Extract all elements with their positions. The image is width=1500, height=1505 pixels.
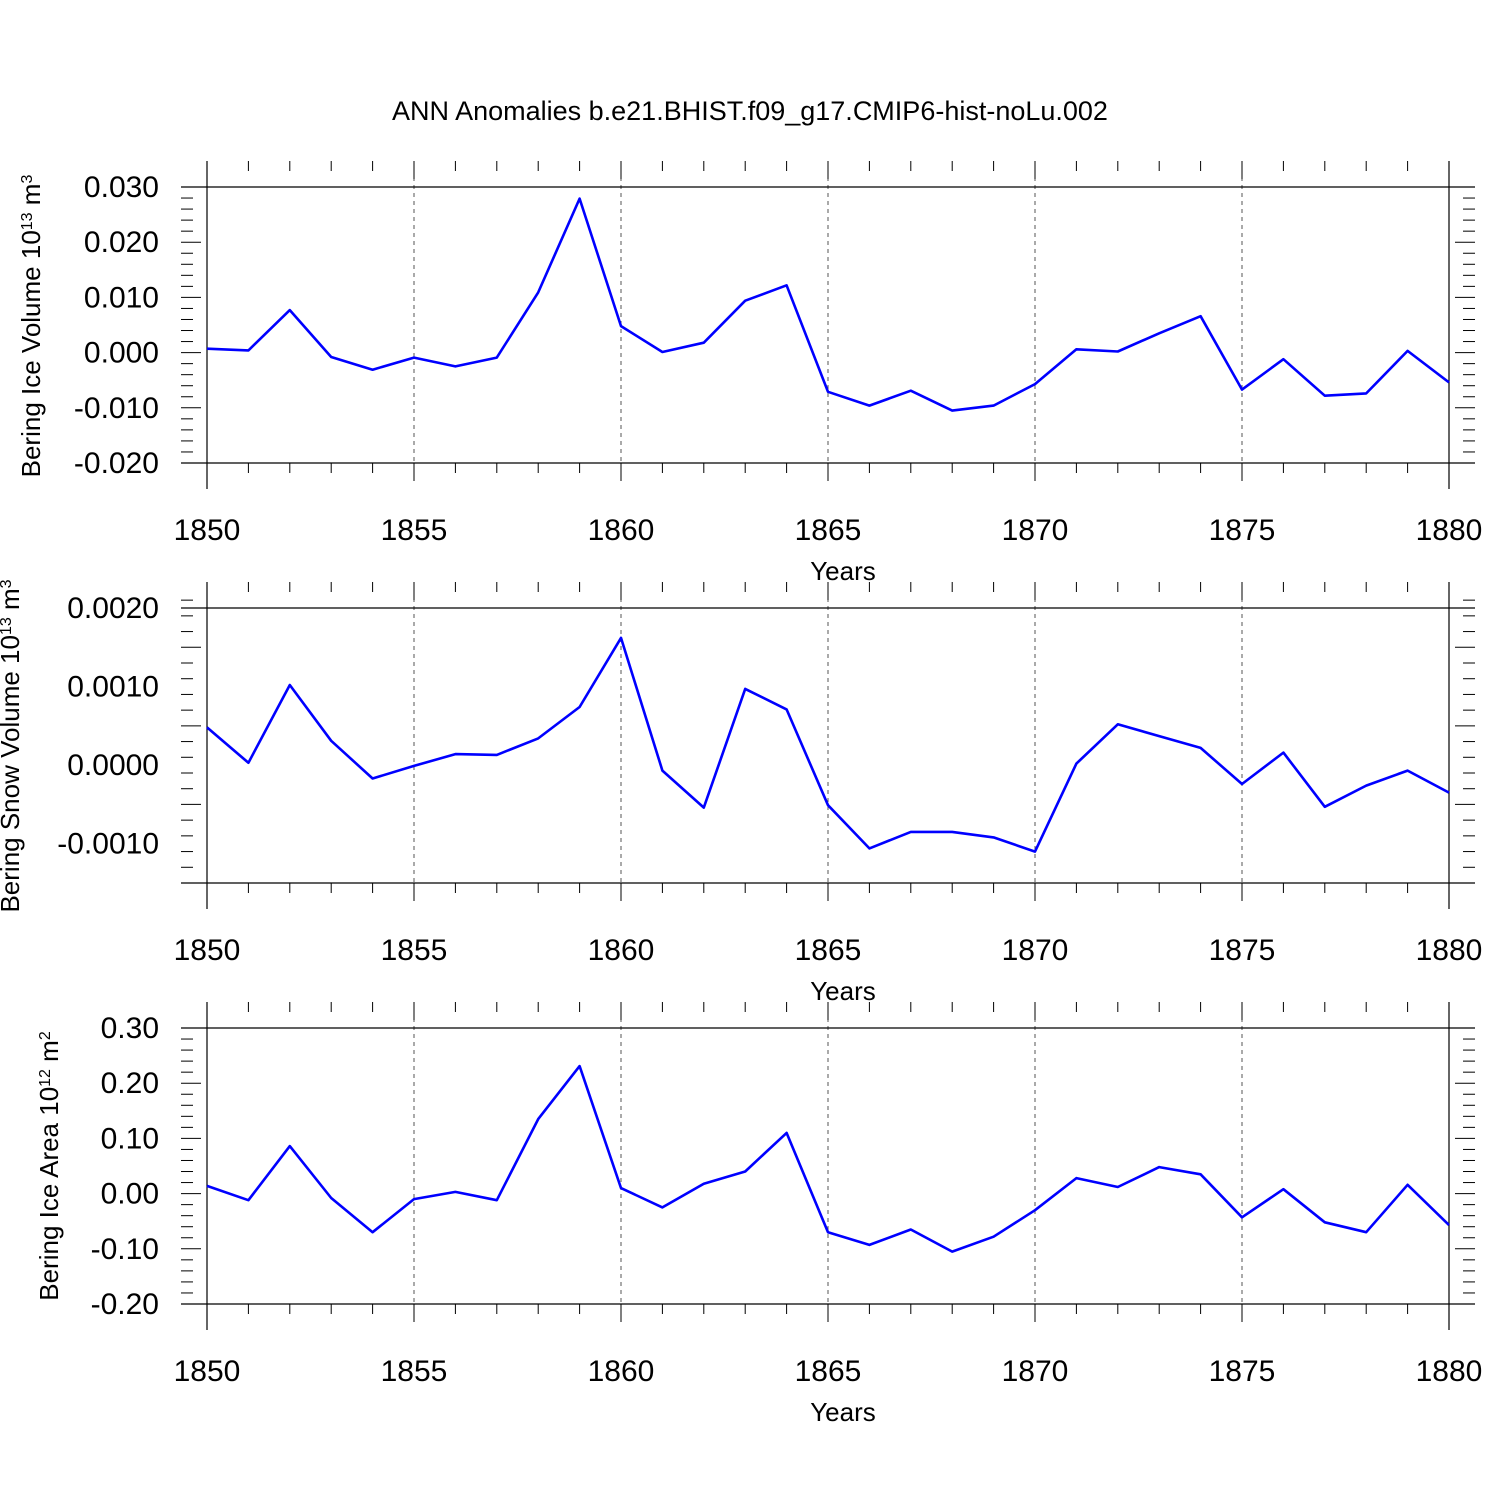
y-tick-label: 0.0010 <box>67 671 159 704</box>
y-tick-label: -0.010 <box>74 392 159 425</box>
y-tick-label: 0.0000 <box>67 749 159 782</box>
x-tick-label: 1880 <box>1416 514 1483 547</box>
y-tick-label: 0.30 <box>101 1012 159 1045</box>
y-tick-label: 0.030 <box>84 171 159 204</box>
y-tick-label: -0.10 <box>91 1233 159 1266</box>
y-axis-label: Bering Snow Volume 1013 m3 <box>0 579 25 912</box>
y-tick-label: 0.0020 <box>67 592 159 625</box>
panel-1: -0.020 -0.010 0.000 0.010 0.020 0.030 1850 1855… <box>16 161 1482 586</box>
panel-3: -0.20 -0.10 0.00 0.10 0.20 0.30 1850 1855 1860 18… <box>34 1002 1482 1427</box>
series-line <box>206 197 1450 412</box>
y-tick-label: 0.10 <box>101 1122 159 1155</box>
x-tick-label: 1850 <box>174 1355 241 1388</box>
x-tick-label: 1850 <box>174 934 241 967</box>
x-tick-label: 1860 <box>588 514 655 547</box>
x-tick-label: 1875 <box>1209 1355 1276 1388</box>
panel-2: -0.0010 0.0000 0.0010 0.0020 1850 1855 1860 186… <box>0 579 1482 1006</box>
y-tick-label: 0.000 <box>84 337 159 370</box>
x-tick-label: 1860 <box>588 1355 655 1388</box>
x-tick-label: 1855 <box>381 1355 448 1388</box>
x-tick-label: 1865 <box>795 514 862 547</box>
y-tick-label: -0.20 <box>91 1288 159 1321</box>
x-tick-label: 1880 <box>1416 1355 1483 1388</box>
series-line <box>206 1064 1450 1253</box>
x-tick-label: 1855 <box>381 934 448 967</box>
x-tick-label: 1860 <box>588 934 655 967</box>
y-tick-label: 0.00 <box>101 1178 159 1211</box>
y-axis-label: Bering Ice Area 1012 m2 <box>34 1031 64 1301</box>
x-tick-label: 1875 <box>1209 934 1276 967</box>
y-tick-label: 0.20 <box>101 1067 159 1100</box>
y-tick-label: -0.0010 <box>57 828 159 861</box>
x-axis-label: Years <box>810 556 876 586</box>
series-line <box>206 636 1450 853</box>
x-tick-label: 1865 <box>795 934 862 967</box>
x-tick-label: 1865 <box>795 1355 862 1388</box>
figure-title: ANN Anomalies b.e21.BHIST.f09_g17.CMIP6-… <box>392 96 1108 126</box>
x-axis-label: Years <box>810 976 876 1006</box>
x-tick-label: 1870 <box>1002 1355 1069 1388</box>
x-tick-label: 1870 <box>1002 514 1069 547</box>
x-tick-label: 1850 <box>174 514 241 547</box>
y-tick-label: 0.020 <box>84 226 159 259</box>
x-tick-label: 1880 <box>1416 934 1483 967</box>
x-tick-label: 1870 <box>1002 934 1069 967</box>
x-tick-label: 1875 <box>1209 514 1276 547</box>
x-tick-label: 1855 <box>381 514 448 547</box>
y-axis-label: Bering Ice Volume 1013 m3 <box>16 175 46 478</box>
x-axis-label: Years <box>810 1397 876 1427</box>
y-tick-label: -0.020 <box>74 447 159 480</box>
y-tick-label: 0.010 <box>84 281 159 314</box>
